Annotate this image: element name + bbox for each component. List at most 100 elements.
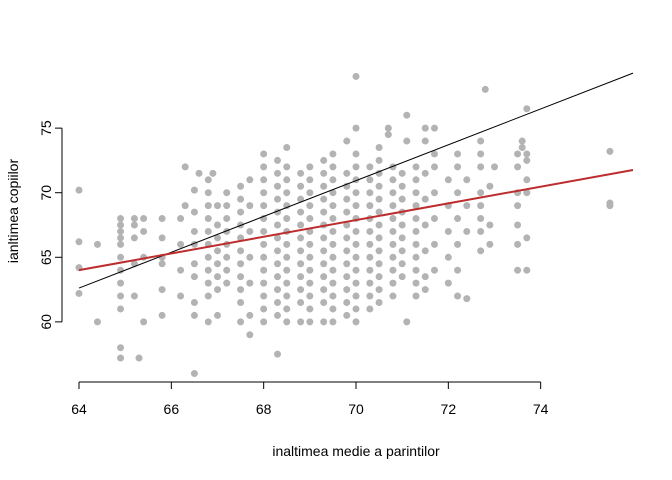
- data-point: [477, 189, 485, 197]
- data-point: [274, 299, 282, 306]
- data-point: [260, 150, 268, 158]
- data-point: [389, 189, 397, 197]
- data-point: [135, 354, 143, 362]
- data-point: [421, 247, 429, 255]
- data-point: [352, 189, 360, 197]
- data-point: [403, 137, 411, 145]
- data-point: [204, 189, 212, 197]
- data-point: [375, 208, 383, 216]
- data-point: [306, 215, 314, 223]
- data-point: [398, 182, 406, 190]
- data-point: [514, 266, 522, 274]
- data-point: [343, 311, 351, 319]
- data-point: [320, 156, 328, 164]
- data-point: [223, 215, 231, 223]
- data-point: [444, 227, 452, 235]
- data-point: [297, 286, 305, 294]
- data-point: [204, 266, 212, 274]
- data-point: [246, 311, 254, 319]
- data-point: [93, 318, 101, 326]
- data-point: [117, 240, 125, 248]
- data-point: [366, 202, 374, 210]
- data-point: [237, 182, 245, 190]
- data-point: [274, 195, 282, 203]
- data-point: [421, 169, 429, 177]
- data-point: [283, 253, 291, 261]
- data-point: [237, 299, 245, 306]
- data-point: [237, 195, 245, 203]
- data-point: [246, 176, 254, 184]
- data-point: [260, 176, 268, 184]
- data-point: [412, 163, 420, 171]
- data-point: [412, 189, 420, 197]
- data-point: [444, 176, 452, 184]
- data-point: [477, 227, 485, 235]
- data-point: [514, 221, 522, 229]
- data-point: [366, 163, 374, 171]
- data-point: [320, 247, 328, 255]
- data-point: [523, 105, 531, 113]
- data-point: [375, 273, 383, 281]
- data-point: [320, 182, 328, 190]
- data-point: [237, 247, 245, 255]
- data-point: [412, 215, 420, 223]
- data-point: [320, 195, 328, 203]
- data-point: [463, 176, 471, 184]
- data-point: [352, 202, 360, 210]
- data-point: [389, 240, 397, 248]
- data-point: [454, 266, 462, 274]
- data-point: [412, 253, 420, 261]
- data-point: [283, 189, 291, 197]
- data-point: [412, 266, 420, 274]
- data-point: [246, 253, 254, 261]
- data-point: [117, 227, 125, 235]
- data-point: [274, 273, 282, 281]
- data-point: [343, 247, 351, 255]
- data-point: [130, 292, 138, 300]
- data-point: [260, 189, 268, 197]
- data-point: [204, 227, 212, 235]
- data-point: [130, 221, 138, 229]
- data-point: [343, 169, 351, 177]
- data-point: [117, 279, 125, 287]
- data-point: [412, 279, 420, 287]
- data-point: [389, 176, 397, 184]
- data-point: [523, 234, 531, 242]
- data-point: [297, 169, 305, 177]
- data-point: [297, 182, 305, 190]
- data-point: [343, 299, 351, 306]
- data-point: [190, 299, 198, 306]
- regression-line-black: [78, 72, 634, 289]
- data-point: [375, 156, 383, 164]
- data-point: [158, 234, 166, 242]
- data-point: [523, 176, 531, 184]
- data-point: [214, 202, 221, 210]
- data-point: [177, 240, 185, 248]
- data-point: [329, 189, 337, 197]
- data-point: [274, 350, 282, 358]
- data-point: [75, 238, 83, 246]
- data-point: [352, 318, 360, 326]
- data-point: [352, 240, 360, 248]
- data-point: [389, 227, 397, 235]
- data-point: [297, 208, 305, 216]
- data-point: [430, 150, 438, 158]
- regression-line-red: [78, 169, 634, 272]
- data-point: [398, 273, 406, 281]
- data-point: [343, 260, 351, 268]
- data-point: [352, 227, 360, 235]
- data-point: [237, 208, 245, 216]
- data-point: [375, 247, 383, 255]
- data-point: [329, 318, 337, 326]
- data-point: [283, 318, 291, 326]
- data-point: [214, 247, 221, 255]
- data-point: [320, 169, 328, 177]
- data-point: [177, 215, 185, 223]
- data-point: [343, 195, 351, 203]
- data-point: [204, 176, 212, 184]
- data-point: [158, 286, 166, 294]
- x-tick-label: 70: [348, 401, 364, 417]
- data-point: [454, 240, 462, 248]
- data-point: [403, 318, 411, 326]
- data-point: [274, 182, 282, 190]
